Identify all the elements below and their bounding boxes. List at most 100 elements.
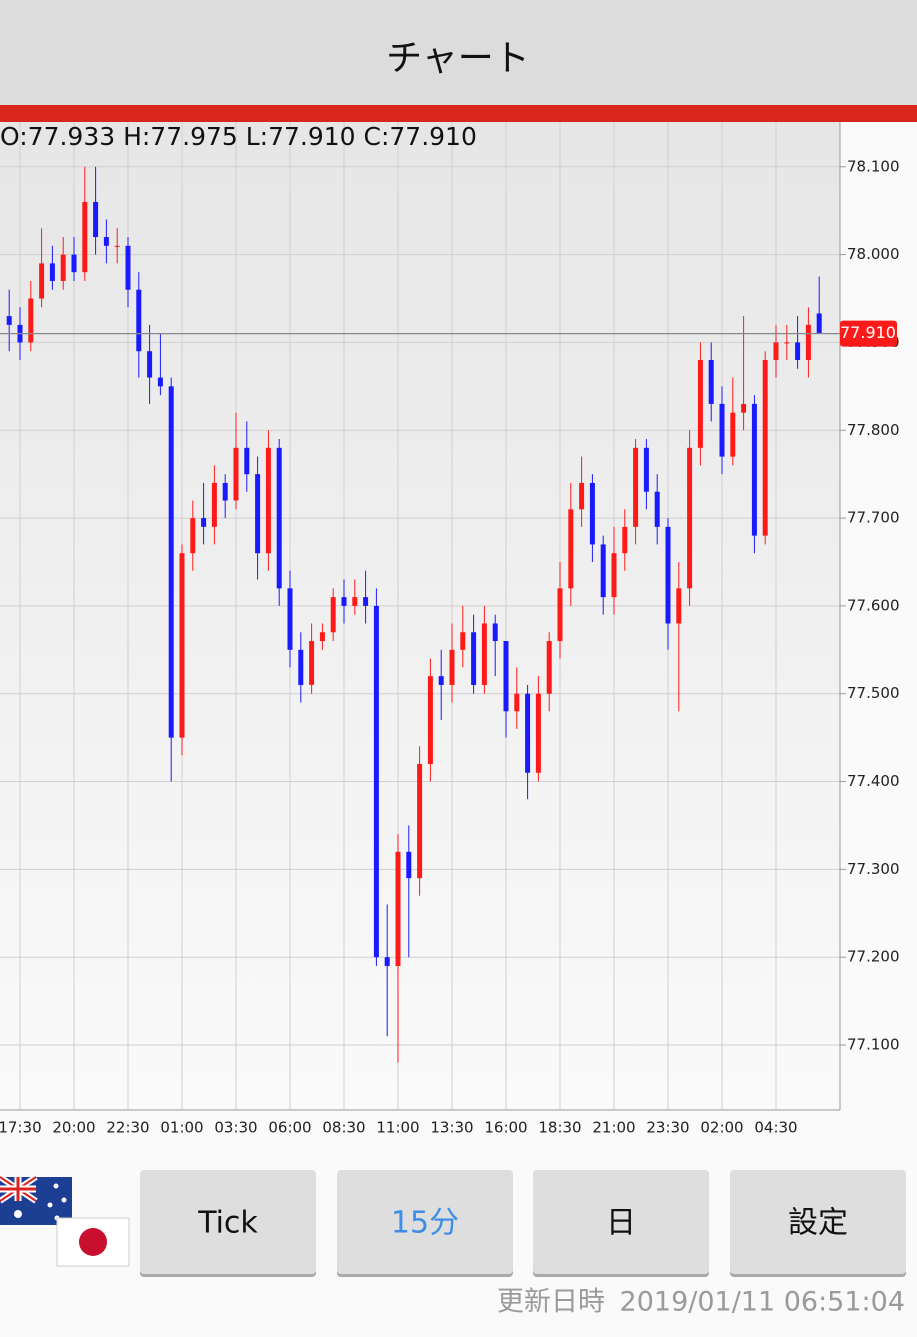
candle-body [233,447,239,501]
candle-body [114,245,120,247]
candle-body [751,403,757,536]
candle-body [816,313,822,334]
candle-body [255,474,261,554]
candle-body [697,359,703,448]
x-tick-label: 13:30 [430,1119,473,1137]
x-tick-label: 08:30 [322,1119,365,1137]
x-tick-label: 23:30 [646,1119,689,1137]
candle-body [244,447,250,475]
candle-body [525,693,531,773]
candle-body [190,518,196,554]
candle-body [503,641,509,712]
y-tick-label: 77.800 [847,421,900,439]
candle-body [276,447,282,589]
candle-body [492,623,498,642]
candle-body [805,324,811,360]
candle-body [222,482,228,501]
button-label[interactable]: 15分 [391,1206,459,1241]
x-tick-label: 04:30 [754,1119,797,1137]
candle-body [557,588,563,642]
candle-body [579,482,585,510]
candle-body [438,676,444,685]
updated-at: 2019/01/11 06:51:04 [620,1287,905,1318]
x-tick-label: 17:30 [0,1119,42,1137]
button-label[interactable]: 設定 [788,1206,848,1241]
button[interactable] [533,1170,709,1274]
y-tick-label: 78.000 [847,245,900,263]
candle-body [719,403,725,457]
candle-body [795,342,801,360]
candle-body [568,509,574,589]
candle-body [93,201,99,238]
candle-body [784,342,790,344]
candle-body [535,693,541,773]
candle-body [687,447,693,589]
ohlc-readout: O:77.933 H:77.975 L:77.910 C:77.910 [0,122,477,151]
last-price-badge [840,320,897,347]
candle-body [611,553,617,598]
candle-body [28,298,34,343]
candle-body [49,263,55,281]
candle-body [179,553,185,738]
candle-body [481,623,487,685]
candle-body [298,649,304,685]
button-label[interactable]: 日 [606,1206,636,1241]
plot-area [0,122,840,1110]
y-tick-label: 77.600 [847,596,900,614]
candle-body [60,254,66,281]
candle-body [730,412,736,457]
candle-body [773,342,779,360]
candle-body [201,518,207,527]
app-bar [0,0,917,105]
app-title: チャート [386,38,530,79]
x-tick-label: 20:00 [52,1119,95,1137]
candle-body [168,386,174,738]
candle-body [6,316,12,325]
candle-body [287,588,293,650]
last-price-label: 77.910 [840,323,896,342]
x-tick-label: 18:30 [538,1119,581,1137]
candle-body [741,403,747,413]
candle-body [449,649,455,685]
y-tick-label: 77.500 [847,684,900,702]
candle-body [373,605,379,958]
candle-body [341,597,347,606]
candle-body [384,957,390,966]
candle-body [708,359,714,404]
candle-body [71,254,77,273]
button[interactable] [730,1170,906,1274]
y-tick-label: 77.400 [847,772,900,790]
y-tick-label: 77.200 [847,948,900,966]
x-tick-label: 02:00 [700,1119,743,1137]
accent-bar [0,105,917,122]
y-tick-label: 77.100 [847,1036,900,1054]
aud-flag [0,1174,72,1225]
candle-body [157,377,163,387]
axis-area [840,122,917,1110]
candle-body [762,359,768,536]
x-tick-label: 06:00 [268,1119,311,1137]
updated-label: 更新日時 [497,1287,605,1318]
candle-body [417,763,423,879]
x-tick-label: 03:30 [214,1119,257,1137]
candle-body [147,351,153,378]
candle-body [589,482,595,545]
button-label[interactable]: Tick [197,1206,258,1241]
button[interactable] [337,1170,513,1274]
candle-body [622,526,628,554]
candle-body [471,632,477,685]
candle-body [427,676,433,764]
candle-body [665,526,671,624]
button[interactable] [140,1170,316,1274]
x-tick-label: 11:00 [376,1119,419,1137]
x-tick-label: 16:00 [484,1119,527,1137]
candle-body [352,597,358,606]
candle-body [319,632,325,642]
candle-body [406,851,412,879]
candle-body [136,289,142,352]
jpy-flag [56,1217,130,1267]
x-tick-label: 21:00 [592,1119,635,1137]
candle-body [125,245,131,290]
candle-body [309,641,315,685]
